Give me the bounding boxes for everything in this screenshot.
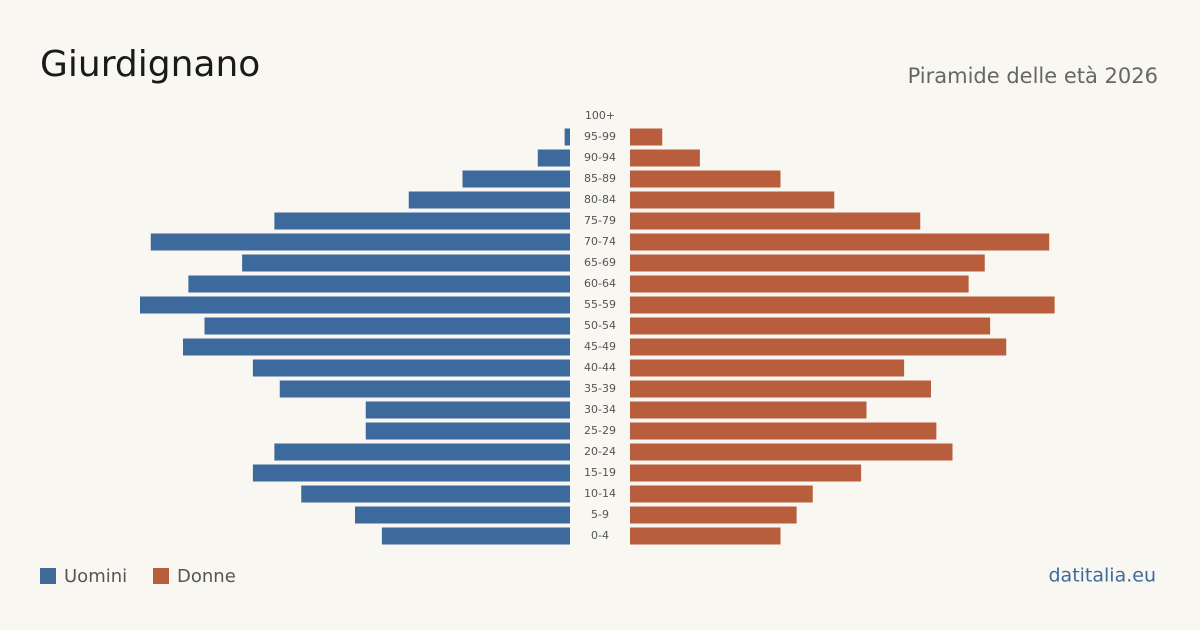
legend-label: Donne: [177, 566, 236, 587]
bar-female: [630, 170, 781, 188]
age-label: 30-34: [584, 403, 616, 416]
bar-male: [355, 506, 570, 524]
bar-male: [183, 338, 570, 356]
bar-female: [630, 506, 797, 524]
age-label: 20-24: [584, 445, 616, 458]
bar-female: [630, 359, 905, 377]
bar-male: [140, 296, 570, 314]
bar-male: [365, 422, 570, 440]
legend-swatch: [40, 568, 56, 584]
bar-male: [408, 191, 570, 209]
age-label: 55-59: [584, 298, 616, 311]
age-label: 60-64: [584, 277, 616, 290]
legend-label: Uomini: [64, 566, 127, 587]
age-label: 45-49: [584, 340, 616, 353]
bar-female: [630, 254, 985, 272]
bar-female: [630, 422, 937, 440]
age-label: 0-4: [591, 529, 609, 542]
age-label: 65-69: [584, 256, 616, 269]
bar-female: [630, 149, 700, 167]
bar-male: [242, 254, 570, 272]
bar-female: [630, 443, 953, 461]
bar-male: [301, 485, 570, 503]
bar-female: [630, 275, 969, 293]
age-label: 75-79: [584, 214, 616, 227]
bar-female: [630, 233, 1050, 251]
age-label: 80-84: [584, 193, 616, 206]
bar-female: [630, 380, 931, 398]
bar-female: [630, 296, 1055, 314]
bar-male: [381, 527, 570, 545]
age-label: 25-29: [584, 424, 616, 437]
source-link[interactable]: datitalia.eu: [1049, 565, 1157, 587]
age-label: 15-19: [584, 466, 616, 479]
bar-male: [252, 359, 570, 377]
bar-male: [274, 212, 570, 230]
age-label: 70-74: [584, 235, 616, 248]
legend-swatch: [153, 568, 169, 584]
bar-female: [630, 338, 1007, 356]
bar-male: [462, 170, 570, 188]
bar-male: [204, 317, 570, 335]
bar-female: [630, 128, 663, 146]
bar-female: [630, 485, 813, 503]
bar-male: [188, 275, 570, 293]
age-label: 90-94: [584, 151, 616, 164]
age-label: 95-99: [584, 130, 616, 143]
age-label: 100+: [585, 109, 615, 122]
bar-male: [537, 149, 570, 167]
age-label: 10-14: [584, 487, 616, 500]
bar-male: [564, 128, 570, 146]
bar-male: [150, 233, 570, 251]
bar-female: [630, 527, 781, 545]
bar-female: [630, 401, 867, 419]
bar-female: [630, 191, 835, 209]
bar-male: [365, 401, 570, 419]
age-label: 5-9: [591, 508, 609, 521]
age-label: 40-44: [584, 361, 616, 374]
age-label: 35-39: [584, 382, 616, 395]
bar-male: [274, 443, 570, 461]
bar-female: [630, 464, 862, 482]
age-label: 85-89: [584, 172, 616, 185]
chart-title: Giurdignano: [40, 44, 260, 85]
chart-subtitle: Piramide delle età 2026: [908, 64, 1158, 88]
age-label: 50-54: [584, 319, 616, 332]
bar-male: [279, 380, 570, 398]
bar-female: [630, 317, 991, 335]
bar-male: [252, 464, 570, 482]
bar-female: [630, 212, 921, 230]
